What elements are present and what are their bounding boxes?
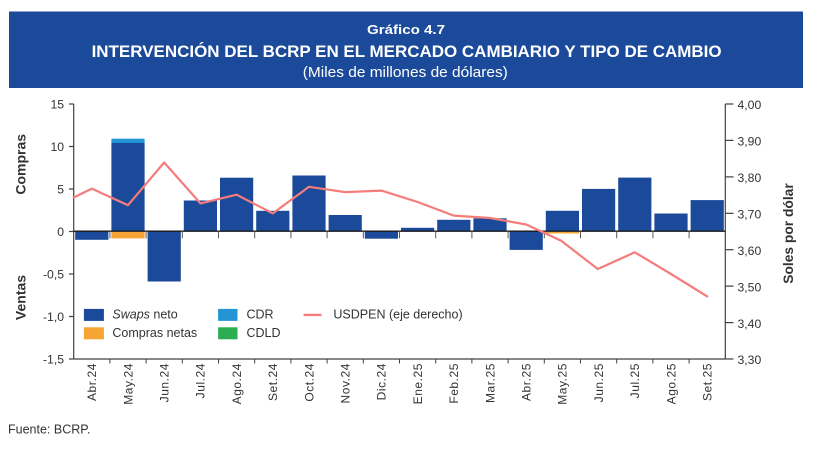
svg-text:Jul.25: Jul.25 xyxy=(628,363,642,398)
svg-text:Ventas: Ventas xyxy=(13,275,29,320)
svg-text:INTERVENCIÓN DEL BCRP EN EL ME: INTERVENCIÓN DEL BCRP EN EL MERCADO CAMB… xyxy=(92,42,722,61)
svg-text:CDR: CDR xyxy=(247,307,274,321)
svg-text:Abr.24: Abr.24 xyxy=(85,363,99,401)
svg-text:May.24: May.24 xyxy=(121,363,135,405)
svg-text:Set.25: Set.25 xyxy=(701,363,715,401)
svg-text:Jul.24: Jul.24 xyxy=(194,363,208,398)
svg-text:Ago.24: Ago.24 xyxy=(230,363,244,404)
svg-text:Fuente: BCRP.: Fuente: BCRP. xyxy=(8,423,90,437)
svg-text:Ene.25: Ene.25 xyxy=(411,363,425,404)
svg-text:3,90: 3,90 xyxy=(738,135,762,149)
svg-text:4,00: 4,00 xyxy=(738,98,762,112)
svg-text:-0,5: -0,5 xyxy=(43,267,64,281)
svg-text:3,60: 3,60 xyxy=(738,244,762,258)
svg-text:Gráfico 4.7: Gráfico 4.7 xyxy=(367,23,445,37)
svg-text:Dic.24: Dic.24 xyxy=(375,363,389,400)
svg-text:Compras: Compras xyxy=(13,134,29,195)
svg-text:CDLD: CDLD xyxy=(247,326,281,340)
svg-text:Set.24: Set.24 xyxy=(266,363,280,401)
svg-text:3,80: 3,80 xyxy=(738,171,762,185)
svg-text:Mar.25: Mar.25 xyxy=(483,363,497,403)
svg-text:15: 15 xyxy=(50,97,64,111)
svg-text:(Miles de millones de dólares): (Miles de millones de dólares) xyxy=(303,65,508,81)
svg-text:USDPEN (eje derecho): USDPEN (eje derecho) xyxy=(333,307,462,321)
svg-text:0: 0 xyxy=(57,225,64,239)
svg-text:May.25: May.25 xyxy=(556,363,570,405)
svg-text:Compras netas: Compras netas xyxy=(112,326,197,340)
svg-text:-1,0: -1,0 xyxy=(43,310,64,324)
svg-text:Ago.25: Ago.25 xyxy=(664,363,678,404)
svg-text:5: 5 xyxy=(57,182,64,196)
svg-text:3,30: 3,30 xyxy=(738,353,762,367)
svg-text:3,70: 3,70 xyxy=(738,208,762,222)
svg-text:3,50: 3,50 xyxy=(738,280,762,294)
svg-text:Jun.25: Jun.25 xyxy=(592,363,606,402)
svg-text:10: 10 xyxy=(50,140,64,154)
svg-text:Nov.24: Nov.24 xyxy=(339,363,353,403)
svg-text:Soles por dólar: Soles por dólar xyxy=(781,183,796,284)
svg-text:Oct.24: Oct.24 xyxy=(302,363,316,402)
svg-text:Swaps neto: Swaps neto xyxy=(112,307,177,321)
svg-text:-1,5: -1,5 xyxy=(43,352,64,366)
svg-text:Feb.25: Feb.25 xyxy=(447,363,461,404)
svg-text:Abr.25: Abr.25 xyxy=(520,363,534,401)
svg-text:Jun.24: Jun.24 xyxy=(158,363,172,402)
svg-text:3,40: 3,40 xyxy=(738,317,762,331)
